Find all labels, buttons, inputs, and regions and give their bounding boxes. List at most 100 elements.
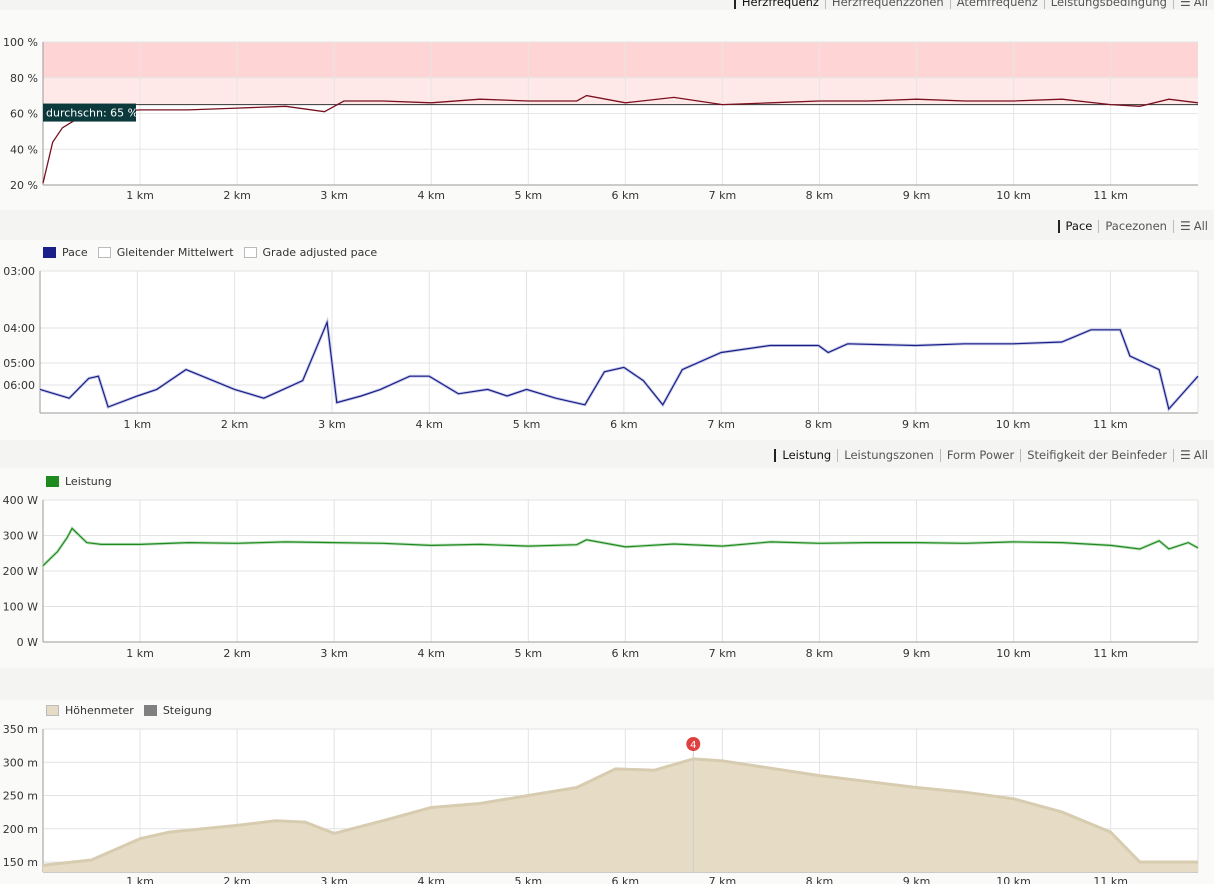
y-tick-label: 300 m bbox=[3, 756, 38, 769]
x-tick-label: 1 km bbox=[124, 418, 152, 431]
tab-leistungsbedingung[interactable]: Leistungsbedingung bbox=[1043, 0, 1173, 9]
tab-pace[interactable]: Pace bbox=[1057, 219, 1099, 233]
x-tick-label: 3 km bbox=[320, 189, 348, 202]
x-tick-label: 5 km bbox=[514, 647, 542, 660]
tab-all[interactable]: ☰ All bbox=[1172, 447, 1214, 462]
tab-all[interactable]: ☰ All bbox=[1172, 219, 1214, 233]
legend-item-hoehenmeter[interactable]: Höhenmeter bbox=[46, 704, 134, 717]
pace-legend: Pace Gleitender Mittelwert Grade adjuste… bbox=[43, 246, 387, 259]
x-tick-label: 5 km bbox=[514, 875, 542, 884]
average-label-box bbox=[43, 103, 136, 122]
x-tick-label: 9 km bbox=[902, 418, 930, 431]
tab-pacezonen[interactable]: Pacezonen bbox=[1098, 219, 1173, 233]
power-line bbox=[42, 527, 1199, 567]
legend-item-leistung[interactable]: Leistung bbox=[46, 475, 112, 488]
x-tick-label: 9 km bbox=[903, 189, 931, 202]
legend-item-grade-adjusted-pace[interactable]: Grade adjusted pace bbox=[243, 246, 378, 259]
pace-tabs: Pace Pacezonen ☰ All bbox=[1057, 216, 1214, 236]
x-tick-label: 3 km bbox=[320, 647, 348, 660]
x-tick-label: 2 km bbox=[221, 418, 249, 431]
menu-icon: ☰ bbox=[1179, 0, 1191, 9]
y-tick-label: 100 % bbox=[3, 36, 38, 49]
x-tick-label: 4 km bbox=[417, 189, 445, 202]
tab-leistungszonen[interactable]: Leistungszonen bbox=[837, 448, 940, 462]
y-tick-label: 20 % bbox=[10, 179, 38, 192]
hr-tabs: Herzfrequenz Herzfrequenzzonen Atemfrequ… bbox=[733, 0, 1214, 12]
legend-swatch bbox=[46, 476, 59, 487]
x-tick-label: 2 km bbox=[223, 875, 251, 884]
x-tick-label: 7 km bbox=[709, 647, 737, 660]
y-tick-label: 0 W bbox=[17, 636, 38, 649]
x-tick-label: 3 km bbox=[320, 875, 348, 884]
x-tick-label: 4 km bbox=[415, 418, 443, 431]
pace-chart: 03:00 04:00 05:00 06:00 1 km 2 km 3 km 4 km 5 km… bbox=[3, 265, 1200, 431]
x-tick-label: 10 km bbox=[996, 875, 1031, 884]
y-tick-label: 100 W bbox=[3, 601, 38, 614]
x-tick-label: 5 km bbox=[514, 189, 542, 202]
legend-label: Höhenmeter bbox=[65, 704, 134, 717]
y-tick-label: 06:00 bbox=[3, 379, 35, 392]
x-tick-label: 1 km bbox=[126, 189, 154, 202]
x-tick-label: 8 km bbox=[806, 875, 834, 884]
tab-leistung[interactable]: Leistung bbox=[774, 448, 837, 462]
x-tick-label: 11 km bbox=[1093, 647, 1128, 660]
y-tick-label: 200 W bbox=[3, 565, 38, 578]
y-tick-label: 250 m bbox=[3, 790, 38, 803]
average-label-text: durchschn: 65 % bbox=[46, 107, 138, 120]
x-tick-label: 5 km bbox=[513, 418, 541, 431]
tab-steifigkeit[interactable]: Steifigkeit der Beinfeder bbox=[1020, 448, 1173, 462]
tab-all-label: All bbox=[1193, 0, 1208, 9]
x-tick-label: 6 km bbox=[610, 418, 638, 431]
legend-swatch bbox=[43, 247, 56, 258]
y-tick-label: 350 m bbox=[3, 723, 38, 736]
x-tick-label: 11 km bbox=[1093, 418, 1128, 431]
y-tick-label: 80 % bbox=[10, 72, 38, 85]
y-tick-label: 05:00 bbox=[3, 357, 35, 370]
legend-label: Steigung bbox=[162, 704, 212, 717]
legend-swatch bbox=[46, 705, 59, 716]
y-tick-label: 150 m bbox=[3, 856, 38, 869]
legend-item-steigung[interactable]: Steigung bbox=[143, 704, 212, 717]
power-chart: 0 W 100 W 200 W 300 W 400 W 1 km 2 km 3 km 4 km 5… bbox=[3, 494, 1199, 660]
x-tick-label: 6 km bbox=[612, 189, 640, 202]
x-tick-label: 3 km bbox=[318, 418, 346, 431]
x-tick-label: 9 km bbox=[903, 647, 931, 660]
x-tick-label: 9 km bbox=[903, 875, 931, 884]
tab-herzfrequenzzonen[interactable]: Herzfrequenzzonen bbox=[824, 0, 950, 9]
x-tick-label: 7 km bbox=[709, 189, 737, 202]
tab-herzfrequenz[interactable]: Herzfrequenz bbox=[733, 0, 825, 9]
legend-item-moving-average[interactable]: Gleitender Mittelwert bbox=[97, 246, 234, 259]
hr-zone-band bbox=[43, 77, 1198, 105]
marker-label: 4 bbox=[690, 740, 696, 751]
pace-line bbox=[39, 319, 1199, 411]
y-tick-label: 04:00 bbox=[3, 322, 35, 335]
legend-label: Grade adjusted pace bbox=[262, 246, 378, 259]
tab-form-power[interactable]: Form Power bbox=[939, 448, 1020, 462]
elevation-legend: Höhenmeter Steigung bbox=[46, 704, 222, 717]
x-tick-label: 10 km bbox=[996, 189, 1031, 202]
x-tick-label: 10 km bbox=[996, 418, 1031, 431]
hr-chart: 20 % 40 % 60 % 80 % 100 % 1 km 2 km 3 km 4 km 5 k… bbox=[3, 36, 1199, 202]
x-tick-label: 7 km bbox=[709, 875, 737, 884]
legend-label: Leistung bbox=[65, 475, 112, 488]
tab-all[interactable]: ☰ All bbox=[1172, 0, 1214, 9]
y-tick-label: 60 % bbox=[10, 108, 38, 121]
x-tick-label: 8 km bbox=[805, 418, 833, 431]
hr-zone-band bbox=[43, 42, 1198, 78]
y-tick-label: 200 m bbox=[3, 823, 38, 836]
legend-swatch bbox=[97, 247, 111, 258]
x-tick-label: 11 km bbox=[1093, 189, 1128, 202]
x-tick-label: 2 km bbox=[223, 647, 251, 660]
legend-item-pace[interactable]: Pace bbox=[43, 246, 88, 259]
legend-label: Gleitender Mittelwert bbox=[116, 246, 234, 259]
x-tick-label: 10 km bbox=[996, 647, 1031, 660]
y-tick-label: 300 W bbox=[3, 530, 38, 543]
average-label: durchschn: 65 % bbox=[43, 103, 138, 122]
x-tick-label: 2 km bbox=[223, 189, 251, 202]
tab-atemfrequenz[interactable]: Atemfrequenz bbox=[949, 0, 1044, 9]
power-tabs: Leistung Leistungszonen Form Power Steif… bbox=[774, 445, 1214, 465]
power-legend: Leistung bbox=[46, 475, 122, 488]
menu-icon: ☰ bbox=[1179, 447, 1191, 462]
legend-swatch bbox=[243, 247, 257, 258]
y-tick-label: 40 % bbox=[10, 143, 38, 156]
